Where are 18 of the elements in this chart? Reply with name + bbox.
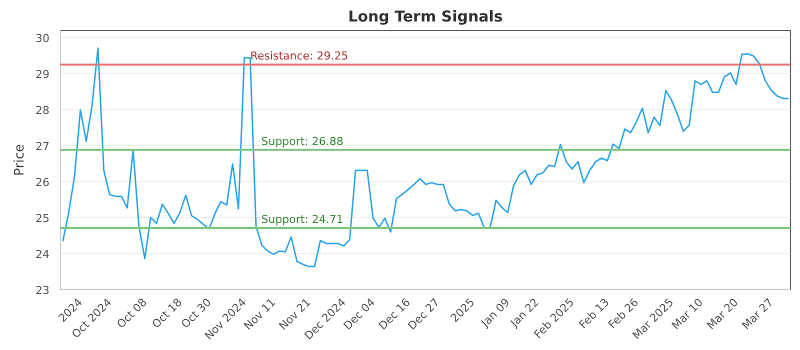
y-tick-label: 26 [36,176,50,190]
y-tick-label: 24 [36,248,50,262]
y-tick-label: 23 [36,284,50,297]
ref-line-label: Support: 26.88 [261,134,344,148]
y-tick-label: 25 [36,212,50,226]
x-tick-label: Mar 27 [740,296,776,332]
x-tick-label: Jan 09 [478,296,512,330]
chart-title: Long Term Signals [348,8,503,26]
ref-line-label: Resistance: 29.25 [250,50,348,63]
x-tick-label: Mar 20 [704,296,741,332]
x-tick-label: Oct 08 [114,296,150,331]
y-tick-label: 28 [36,104,50,118]
line-series [62,47,790,268]
y-axis-title: Price [12,144,28,176]
y-tick-label: 27 [36,140,50,154]
y-tick-label: 30 [36,32,50,46]
y-tick-label: 29 [36,68,50,82]
ref-line-label: Support: 24.71 [261,212,344,226]
